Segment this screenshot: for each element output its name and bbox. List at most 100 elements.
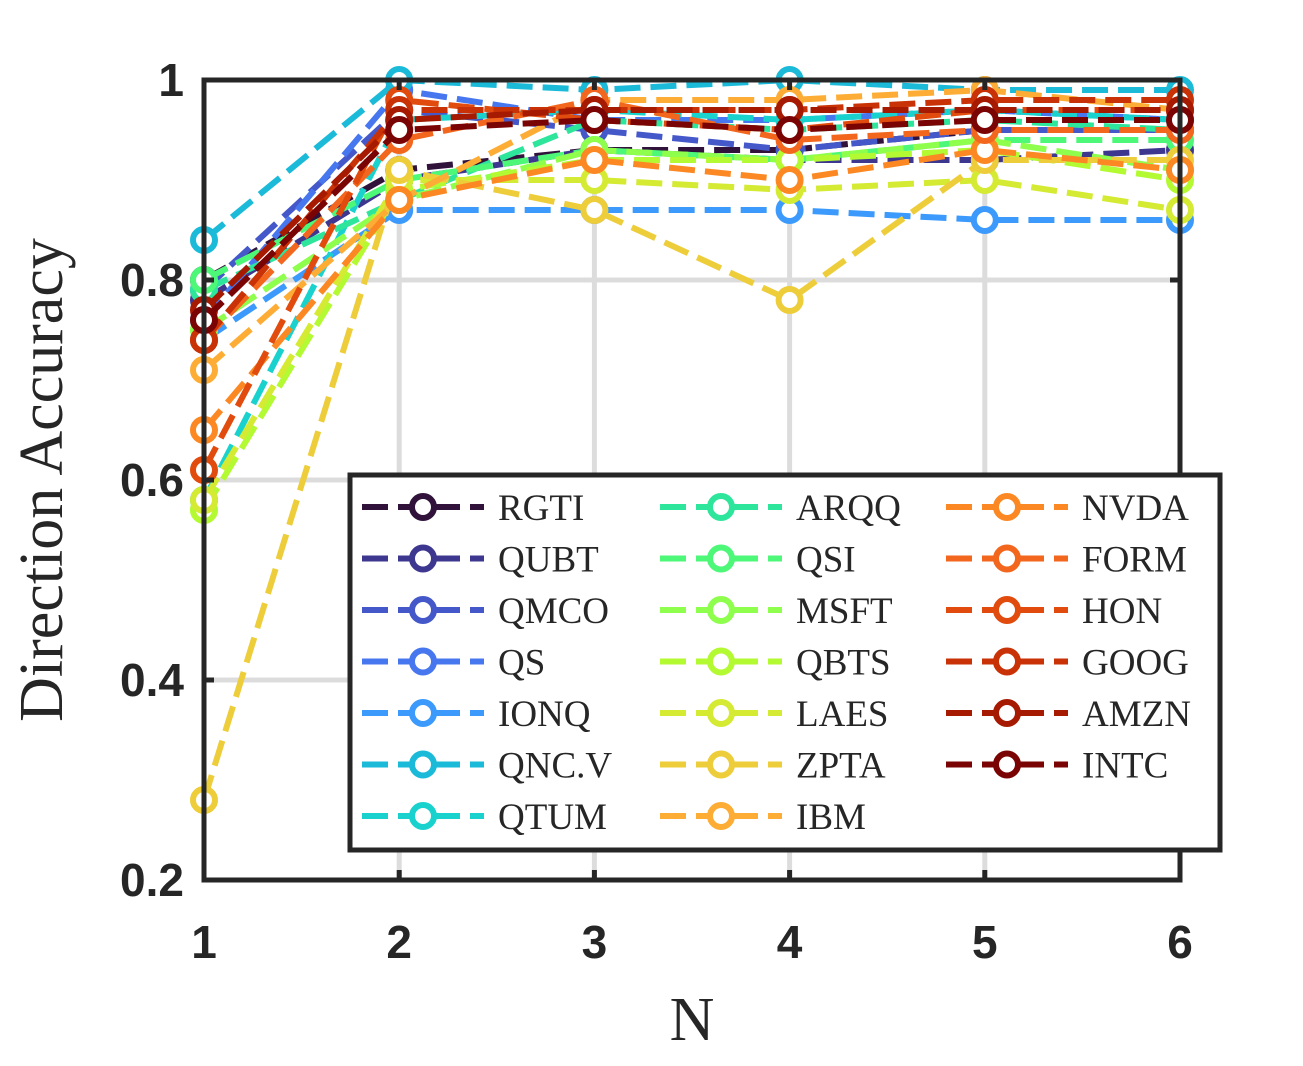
legend-marker (707, 647, 735, 676)
data-point (775, 286, 804, 314)
legend-item: QBTS (660, 643, 891, 684)
legend-item: QNC.V (362, 746, 612, 787)
series-line (201, 107, 1180, 313)
legend-item: INTC (946, 746, 1168, 787)
x-tick-label: 4 (777, 916, 803, 968)
series-line (201, 107, 1181, 502)
legend-marker (993, 750, 1021, 779)
legend-item: RGTI (362, 488, 584, 529)
series-line (202, 87, 1181, 373)
data-point (775, 116, 804, 144)
legend-marker (993, 647, 1021, 676)
series-line (201, 147, 1181, 432)
data-point (970, 106, 999, 134)
legend: RGTI QUBT QMCO QS IONQ QNC.V QTUM ARQQ QSI MSFT QB… (347, 472, 1223, 853)
legend-label: QUBT (498, 540, 599, 581)
x-tick-label: 6 (1167, 916, 1193, 968)
legend-item: QUBT (362, 540, 599, 581)
legend-label: QNC.V (498, 746, 612, 787)
series-line (202, 137, 1181, 333)
legend-marker (993, 493, 1021, 521)
legend-marker (409, 647, 437, 676)
legend-label: ZPTA (796, 746, 886, 787)
legend-label: QMCO (498, 591, 609, 632)
y-tick-label: 0.6 (120, 454, 184, 506)
x-tick-label: 3 (582, 916, 608, 968)
legend-label: LAES (796, 694, 889, 735)
legend-item: QSI (660, 540, 856, 581)
legend-marker (707, 596, 735, 624)
legend-item: IONQ (362, 694, 591, 735)
legend-label: HON (1082, 591, 1162, 632)
legend-item: QTUM (362, 797, 607, 838)
legend-marker (707, 750, 735, 779)
series-line (201, 147, 1181, 512)
series-line (201, 97, 1180, 343)
legend-marker (993, 596, 1021, 624)
legend-marker (409, 493, 437, 521)
legend-marker (707, 493, 735, 521)
legend-marker (707, 544, 735, 573)
data-point (580, 196, 609, 224)
legend-label: RGTI (498, 488, 584, 529)
series-line (202, 137, 1180, 283)
legend-item: MSFT (660, 591, 893, 632)
series-line (201, 157, 1180, 801)
legend-label: NVDA (1082, 488, 1189, 529)
legend-label: GOOG (1082, 643, 1189, 684)
legend-label: ARQQ (796, 488, 901, 529)
legend-item: GOOG (946, 643, 1189, 684)
data-point (775, 166, 804, 194)
data-point (580, 106, 609, 134)
legend-marker (707, 802, 735, 830)
legend-item: ZPTA (660, 746, 886, 787)
legend-marker (707, 699, 735, 727)
legend-marker (409, 750, 437, 779)
series-line (202, 77, 1180, 243)
series-layer (190, 66, 1194, 814)
legend-item: AMZN (946, 694, 1191, 735)
y-tick-label: 0.2 (120, 854, 184, 906)
legend-marker (409, 544, 437, 573)
legend-label: IONQ (498, 694, 591, 735)
data-point (580, 146, 609, 174)
legend-item: NVDA (946, 488, 1189, 529)
legend-item: QS (362, 643, 545, 684)
series-line (201, 117, 1180, 323)
legend-item: LAES (660, 694, 889, 735)
legend-marker (993, 699, 1021, 727)
legend-label: AMZN (1082, 694, 1191, 735)
legend-marker (993, 544, 1021, 573)
legend-label: QBTS (796, 643, 891, 684)
legend-marker (409, 699, 437, 727)
legend-item: QMCO (362, 591, 609, 632)
legend-label: QSI (796, 540, 856, 581)
x-axis-label: N (670, 986, 715, 1054)
y-axis-label: Direction Accuracy (8, 238, 76, 722)
data-point (970, 206, 999, 234)
legend-item: FORM (946, 540, 1187, 581)
legend-label: QTUM (498, 797, 607, 838)
legend-item: IBM (660, 797, 866, 838)
legend-label: QS (498, 643, 545, 684)
legend-label: IBM (796, 797, 866, 838)
data-point (385, 156, 414, 184)
legend-label: MSFT (796, 591, 893, 632)
y-tick-label: 0.8 (120, 254, 184, 306)
legend-label: FORM (1082, 540, 1187, 581)
legend-label: INTC (1082, 746, 1168, 787)
series-line (201, 177, 1181, 502)
legend-item: HON (946, 591, 1162, 632)
data-point (385, 116, 414, 144)
tick-layer: 1 2 3 4 5 6 0.2 0.4 0.6 0.8 1 (120, 54, 1193, 968)
legend-marker (409, 802, 437, 830)
data-point (385, 186, 414, 214)
legend-marker (409, 596, 437, 624)
legend-box (347, 472, 1223, 853)
legend-item: ARQQ (660, 488, 901, 529)
y-tick-label: 0.4 (120, 654, 184, 706)
x-tick-label: 5 (972, 916, 998, 968)
x-tick-label: 1 (191, 916, 217, 968)
y-tick-label: 1 (158, 54, 184, 106)
